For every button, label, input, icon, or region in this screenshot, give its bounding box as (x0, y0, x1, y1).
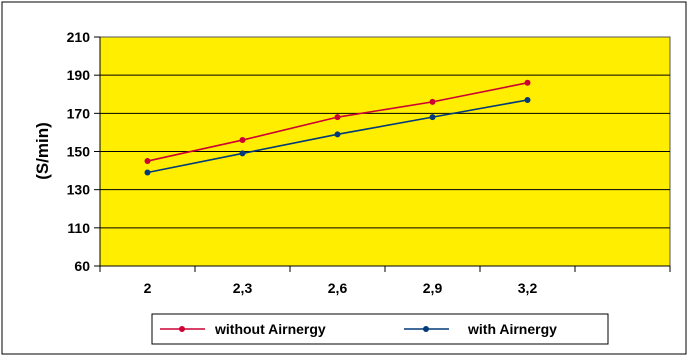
y-tick-label: 190 (67, 67, 91, 83)
series-lines (144, 79, 531, 176)
legend-label-with-airnergy: with Airnergy (467, 321, 557, 337)
data-point-without-airnergy (429, 98, 436, 105)
x-tick-label: 3,2 (518, 280, 538, 296)
y-tick-label: 210 (67, 29, 91, 45)
data-point-with-airnergy (429, 114, 436, 121)
legend-marker-without-airnergy (179, 326, 185, 332)
y-tick-label: 170 (67, 105, 91, 121)
data-point-without-airnergy (239, 137, 246, 144)
data-point-without-airnergy (144, 158, 151, 165)
data-point-with-airnergy (524, 96, 531, 103)
gridlines (100, 74, 670, 229)
legend-marker-with-airnergy (423, 326, 429, 332)
x-tick-label: 2,9 (423, 280, 443, 296)
axes: 210 190 170 150 130 110 60 2 2,3 2,6 2,9 3,2 (67, 29, 671, 296)
x-tick-label: 2,6 (328, 280, 348, 296)
data-point-with-airnergy (334, 131, 341, 138)
data-point-with-airnergy (239, 150, 246, 157)
legend-box (151, 313, 609, 345)
legend-label-without-airnergy: without Airnergy (214, 321, 326, 337)
legend: without Airnergy with Airnergy (151, 313, 609, 345)
y-tick-label: 110 (67, 220, 90, 236)
x-tick-label: 2 (144, 280, 152, 296)
y-tick-label: 60 (74, 258, 90, 274)
data-point-with-airnergy (144, 169, 151, 176)
y-tick-label: 130 (67, 182, 91, 198)
data-point-without-airnergy (334, 114, 341, 121)
data-point-without-airnergy (524, 79, 531, 86)
y-axis-label: (S/min) (33, 122, 52, 180)
y-tick-label: 150 (67, 144, 91, 160)
x-tick-label: 2,3 (233, 280, 253, 296)
